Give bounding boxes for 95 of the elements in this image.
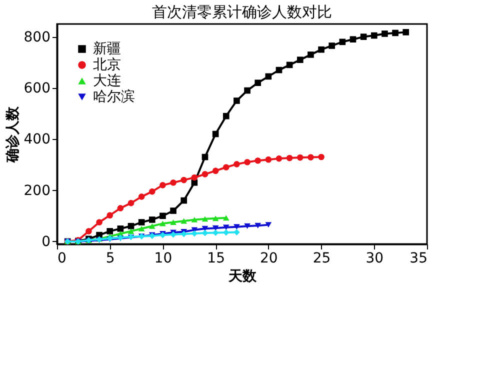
point	[318, 46, 324, 53]
point	[402, 29, 410, 36]
y-tick-label: 600	[24, 80, 50, 96]
x-tick-label: 30	[366, 250, 384, 266]
point	[117, 225, 124, 232]
point	[180, 176, 188, 184]
point	[339, 38, 346, 46]
chart-title: 首次清零累计确诊人数对比	[152, 3, 332, 21]
point	[296, 154, 304, 161]
point	[148, 223, 156, 229]
point	[180, 230, 188, 238]
point	[191, 230, 198, 237]
point	[308, 154, 314, 160]
legend-label: 北京	[93, 57, 121, 73]
x-tick-label: 25	[312, 250, 331, 266]
point	[96, 219, 102, 226]
point	[170, 179, 176, 186]
point	[128, 222, 134, 230]
point	[106, 228, 114, 234]
point	[392, 30, 398, 36]
legend-label: 大连	[93, 73, 121, 89]
point	[276, 155, 282, 162]
point	[180, 197, 188, 204]
x-tick-label: 10	[154, 250, 172, 266]
point	[254, 222, 262, 228]
point	[296, 56, 304, 63]
point	[244, 87, 250, 94]
point	[170, 220, 176, 225]
point	[191, 216, 198, 222]
point	[170, 208, 176, 214]
legend-label: 新疆	[93, 41, 121, 57]
point	[138, 194, 145, 200]
point	[318, 154, 324, 160]
x-tick-label: 20	[260, 250, 278, 266]
point	[276, 66, 282, 74]
point	[222, 224, 230, 230]
point	[160, 212, 166, 220]
point	[191, 174, 198, 181]
point	[265, 222, 272, 228]
point	[234, 161, 240, 168]
point	[128, 200, 134, 206]
point	[370, 32, 378, 39]
point	[244, 223, 250, 229]
point	[212, 216, 219, 222]
y-tick-label: 400	[24, 132, 50, 148]
y-tick-label: 800	[24, 29, 50, 46]
point	[180, 218, 188, 224]
point	[86, 228, 92, 234]
point	[350, 36, 356, 43]
point	[202, 154, 208, 160]
point	[148, 216, 156, 223]
y-tick-label: 0	[42, 234, 50, 250]
point	[212, 130, 219, 138]
point	[160, 220, 166, 226]
point	[222, 164, 230, 170]
point	[244, 158, 250, 166]
x-tick-label: 15	[207, 250, 225, 266]
point	[128, 228, 134, 234]
point	[234, 224, 240, 230]
legend-label: 哈尔滨	[93, 89, 135, 105]
x-tick-label: 5	[106, 250, 115, 266]
point	[202, 230, 208, 236]
point	[117, 205, 124, 212]
point	[308, 52, 314, 58]
point	[222, 215, 230, 221]
point	[328, 42, 336, 49]
y-tick-label: 200	[24, 182, 50, 199]
point	[254, 157, 262, 164]
point	[265, 156, 272, 163]
point	[222, 112, 230, 120]
point	[222, 229, 230, 236]
point	[138, 226, 145, 232]
point	[286, 62, 293, 68]
x-tick-label: 35	[410, 250, 428, 266]
y-axis-title: 确诊人数	[4, 106, 21, 164]
point	[265, 73, 272, 80]
point	[360, 34, 367, 40]
point	[212, 225, 219, 231]
point	[202, 171, 208, 178]
point	[382, 30, 388, 37]
point	[106, 212, 114, 219]
x-axis-title: 天数	[228, 268, 258, 284]
point	[212, 168, 219, 174]
point	[170, 231, 176, 238]
point	[286, 154, 293, 162]
point	[202, 226, 208, 232]
point	[254, 80, 262, 86]
point	[138, 219, 145, 226]
point	[202, 216, 208, 222]
x-tick-label: 0	[58, 250, 66, 266]
point	[212, 230, 219, 236]
point	[160, 182, 166, 188]
point	[234, 229, 240, 236]
point	[234, 98, 240, 104]
point	[148, 188, 156, 195]
